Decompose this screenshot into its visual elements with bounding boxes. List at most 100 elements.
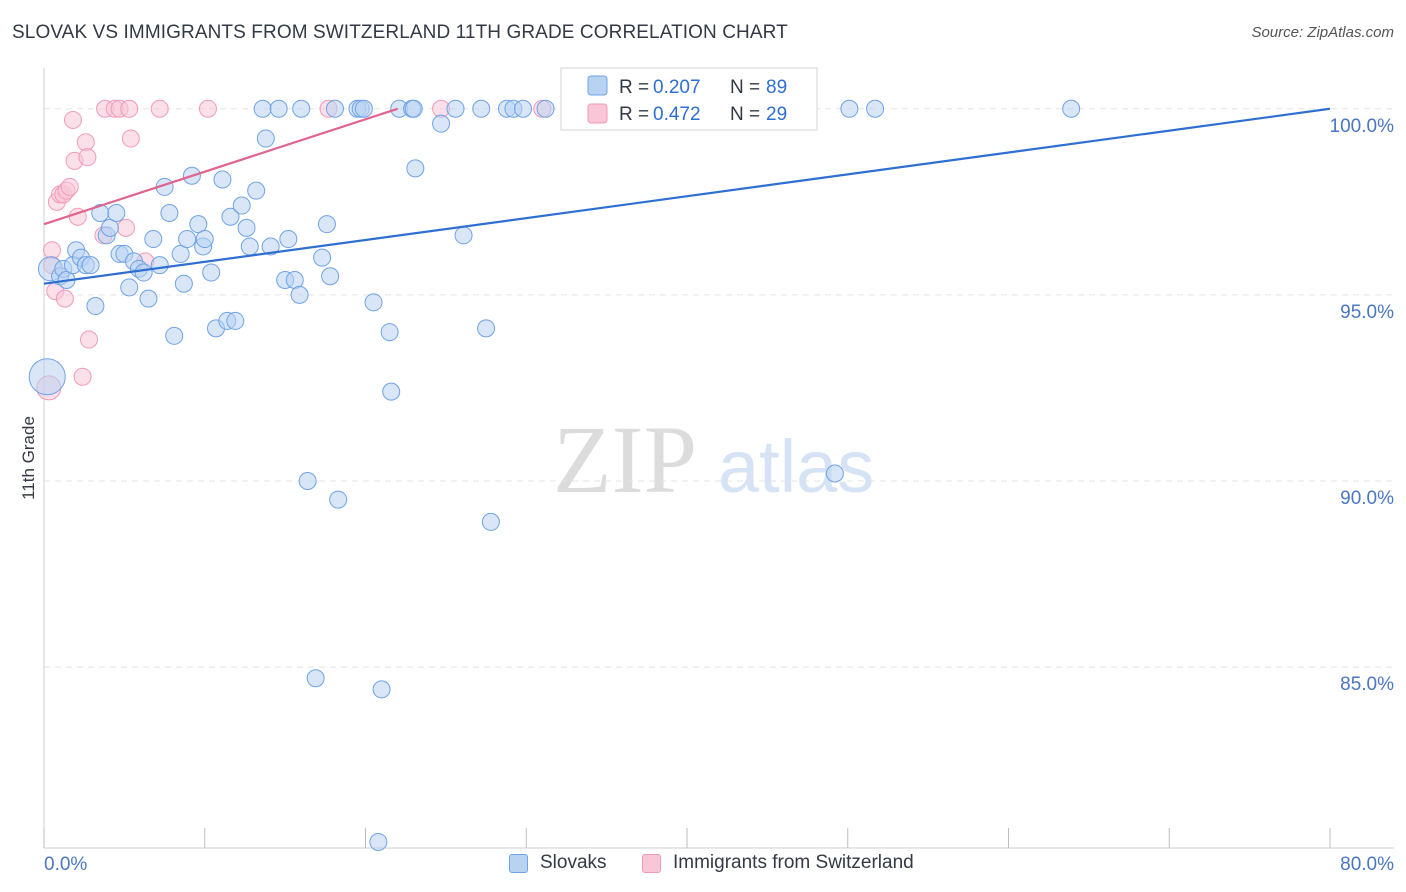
point-slovaks-40 <box>237 218 256 237</box>
bottom-legend-label-swiss: Immigrants from Switzerland <box>673 852 914 873</box>
y-tick-label-0: 85.0% <box>1340 674 1394 695</box>
point-swiss-7 <box>55 289 74 308</box>
point-slovaks-35 <box>213 170 232 189</box>
point-swiss-13 <box>73 367 92 386</box>
point-slovaks-37 <box>221 207 240 226</box>
legend-r-value-swiss: 0.472 <box>653 104 701 125</box>
point-swiss-10 <box>63 110 82 129</box>
point-slovaks-53 <box>306 669 325 688</box>
point-slovaks-13 <box>107 203 126 222</box>
point-slovaks-24 <box>160 203 179 222</box>
point-slovaks-43 <box>253 99 272 118</box>
bottom-legend-swatch-swiss <box>642 853 661 873</box>
point-slovaks-86 <box>866 99 885 118</box>
point-swiss-16 <box>80 330 99 349</box>
y-tick-label-2: 95.0% <box>1340 302 1394 323</box>
point-slovaks-72 <box>446 99 465 118</box>
point-swiss-21 <box>116 218 135 237</box>
point-slovaks-26 <box>171 244 190 263</box>
point-slovaks-12 <box>100 218 119 237</box>
point-slovaks-87 <box>1062 99 1081 118</box>
trend-lines <box>43 107 1331 285</box>
point-swiss-9 <box>60 177 79 196</box>
point-slovaks-55 <box>317 215 336 234</box>
chart-title: SLOVAK VS IMMIGRANTS FROM SWITZERLAND 11… <box>12 22 788 43</box>
point-slovaks-63 <box>369 833 388 851</box>
point-slovaks-84 <box>825 464 844 483</box>
point-slovaks-39 <box>232 196 251 215</box>
point-slovaks-64 <box>372 680 391 699</box>
legend-r-label-swiss: R = <box>619 104 649 125</box>
point-slovaks-61 <box>354 99 373 118</box>
point-slovaks-62 <box>364 293 383 312</box>
point-slovaks-44 <box>256 129 275 148</box>
point-slovaks-21 <box>144 230 163 249</box>
point-swiss-23 <box>121 129 140 148</box>
legend-n-value-slovaks: 89 <box>766 77 787 98</box>
watermark: ZIP atlas <box>553 406 874 513</box>
point-slovaks-8 <box>81 256 100 275</box>
x-tick-label-max: 80.0% <box>1340 854 1394 875</box>
point-slovaks-51 <box>292 99 311 118</box>
bottom-legend-item-swiss: Immigrants from Switzerland <box>642 852 914 874</box>
point-swiss-26 <box>198 99 217 118</box>
point-slovaks-70 <box>406 159 425 178</box>
trend-line-slovaks <box>43 107 1331 285</box>
point-slovaks-52 <box>298 471 317 490</box>
point-slovaks-73 <box>454 226 473 245</box>
point-slovaks-48 <box>279 230 298 249</box>
point-slovaks-74 <box>472 99 491 118</box>
legend-swatch-slovaks <box>587 75 608 96</box>
point-slovaks-19 <box>134 263 153 282</box>
point-swiss-14 <box>76 133 95 152</box>
point-slovaks-30 <box>189 215 208 234</box>
point-slovaks-46 <box>269 99 288 118</box>
point-slovaks-25 <box>165 326 184 345</box>
y-tick-label-3: 100.0% <box>1330 116 1395 137</box>
point-slovaks-32 <box>195 230 214 249</box>
point-slovaks-79 <box>514 99 533 118</box>
bottom-legend: Slovaks Immigrants from Switzerland <box>0 852 1406 878</box>
point-slovaks-33 <box>202 263 221 282</box>
y-tick-label-1: 90.0% <box>1340 488 1394 509</box>
point-slovaks-49 <box>285 270 304 289</box>
point-slovaks-71 <box>432 114 451 133</box>
point-swiss-25 <box>150 99 169 118</box>
y-tick-labels: 85.0% 90.0% 95.0% 100.0% <box>1330 116 1395 695</box>
point-slovaks-42 <box>247 181 266 200</box>
legend-r-value-slovaks: 0.207 <box>653 77 701 98</box>
legend-n-value-swiss: 29 <box>766 104 787 125</box>
x-ticks <box>43 828 1331 848</box>
point-slovaks-85 <box>840 99 859 118</box>
point-slovaks-56 <box>321 267 340 286</box>
point-slovaks-28 <box>178 230 197 249</box>
y-axis-title: 11th Grade <box>19 416 38 500</box>
watermark-atlas: atlas <box>718 425 874 508</box>
point-slovaks-54 <box>313 248 332 267</box>
point-slovaks-16 <box>120 278 139 297</box>
trend-line-swiss <box>43 107 398 226</box>
point-slovaks-20 <box>139 289 158 308</box>
point-slovaks-22 <box>150 256 169 275</box>
point-swiss-15 <box>78 148 97 167</box>
legend-r-label-slovaks: R = <box>619 77 649 98</box>
watermark-zip: ZIP <box>553 406 697 513</box>
point-slovaks-88 <box>28 358 66 396</box>
point-slovaks-76 <box>481 512 500 531</box>
point-slovaks-9 <box>86 297 105 316</box>
point-slovaks-57 <box>325 99 344 118</box>
legend-swatch-swiss <box>587 103 608 124</box>
point-slovaks-80 <box>536 99 555 118</box>
point-slovaks-58 <box>329 490 348 509</box>
bottom-legend-item-slovaks: Slovaks <box>509 852 607 874</box>
legend: R = 0.207 N = 89 R = 0.472 N = 29 <box>560 67 818 131</box>
point-slovaks-27 <box>174 274 193 293</box>
point-swiss-22 <box>120 99 139 118</box>
point-slovaks-50 <box>290 285 309 304</box>
bottom-legend-label-slovaks: Slovaks <box>540 852 607 873</box>
source-label: Source: ZipAtlas.com <box>1251 24 1394 41</box>
bottom-legend-swatch-slovaks <box>509 853 528 873</box>
point-slovaks-45 <box>261 237 280 256</box>
